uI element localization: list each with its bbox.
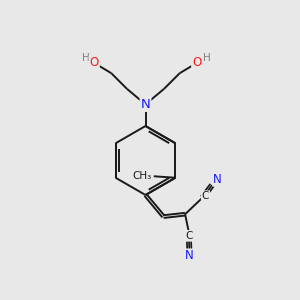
Text: H: H [82,52,90,63]
Text: N: N [185,249,194,262]
Text: C: C [202,191,209,201]
Text: CH₃: CH₃ [133,171,152,181]
Text: N: N [141,98,150,111]
Text: O: O [90,56,99,70]
Text: O: O [192,56,201,70]
Text: C: C [186,231,193,241]
Text: H: H [203,52,211,63]
Text: N: N [213,172,222,186]
